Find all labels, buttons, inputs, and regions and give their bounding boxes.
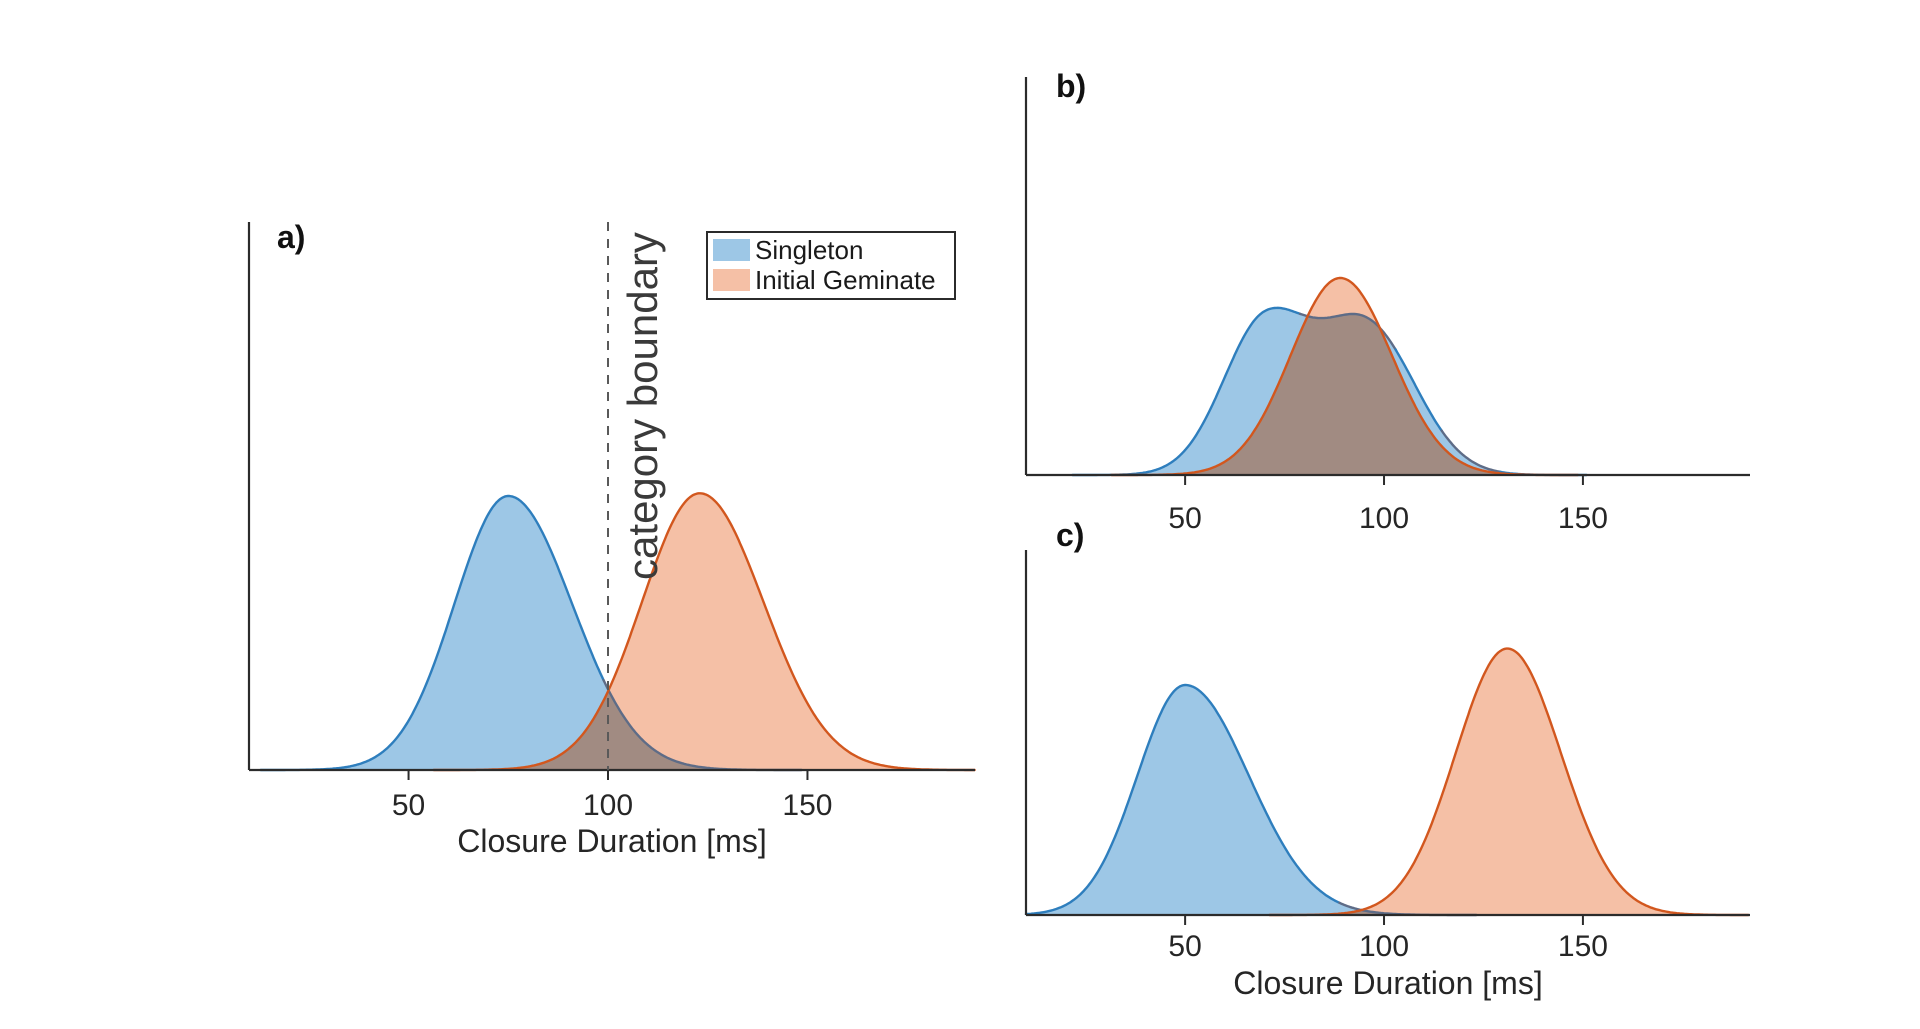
panel-b: 50 100 150 b): [1024, 68, 1750, 535]
initial-geminate-density-line: [1268, 647, 1750, 917]
x-axis-title: Closure Duration [ms]: [457, 823, 766, 859]
singleton-density-area: [1026, 685, 1478, 915]
x-axis-tick-label: 100: [1359, 502, 1409, 535]
x-axis-tick-label: 150: [1558, 930, 1608, 963]
x-axis-tick-label: 100: [583, 789, 633, 822]
panel-label-a: a): [277, 219, 305, 255]
x-axis-tick-label: 100: [1359, 930, 1409, 963]
singleton-swatch-icon: [713, 239, 750, 261]
category-boundary-label: category boundary: [619, 232, 666, 580]
initial-geminate-swatch-icon: [713, 269, 750, 291]
panel-label-c: c): [1056, 517, 1084, 553]
panel-label-b: b): [1056, 68, 1086, 104]
x-axis-tick-label: 50: [1168, 502, 1201, 535]
x-axis-tick-label: 50: [392, 789, 425, 822]
overlap-area: [486, 691, 744, 770]
initial-geminate-density-line: [432, 492, 976, 772]
initial-geminate-density-area: [1269, 648, 1750, 915]
x-axis-title: Closure Duration [ms]: [1233, 965, 1542, 1001]
legend: Singleton Initial Geminate: [706, 231, 956, 300]
singleton-density-area: [260, 496, 802, 770]
initial-geminate-density-line: [1110, 276, 1579, 477]
singleton-density-line: [1440, 429, 1502, 474]
x-axis-tick-label: 150: [782, 789, 832, 822]
panel-c: 50 100 150 Closure Duration [ms] c): [1024, 517, 1750, 1001]
singleton-density-line: [1394, 348, 1443, 432]
panel-a: 50 100 150 Closure Duration [ms] a) category …: [247, 219, 976, 859]
legend-label-initial-geminate: Initial Geminate: [755, 265, 936, 295]
initial-geminate-density-area: [433, 493, 975, 770]
legend-item-initial-geminate: Initial Geminate: [713, 266, 949, 294]
x-axis-tick-label: 150: [1558, 502, 1608, 535]
x-axis-tick-label: 50: [1168, 930, 1201, 963]
singleton-density-line: [1024, 683, 1341, 916]
legend-item-singleton: Singleton: [713, 236, 949, 264]
legend-label-singleton: Singleton: [755, 235, 864, 265]
